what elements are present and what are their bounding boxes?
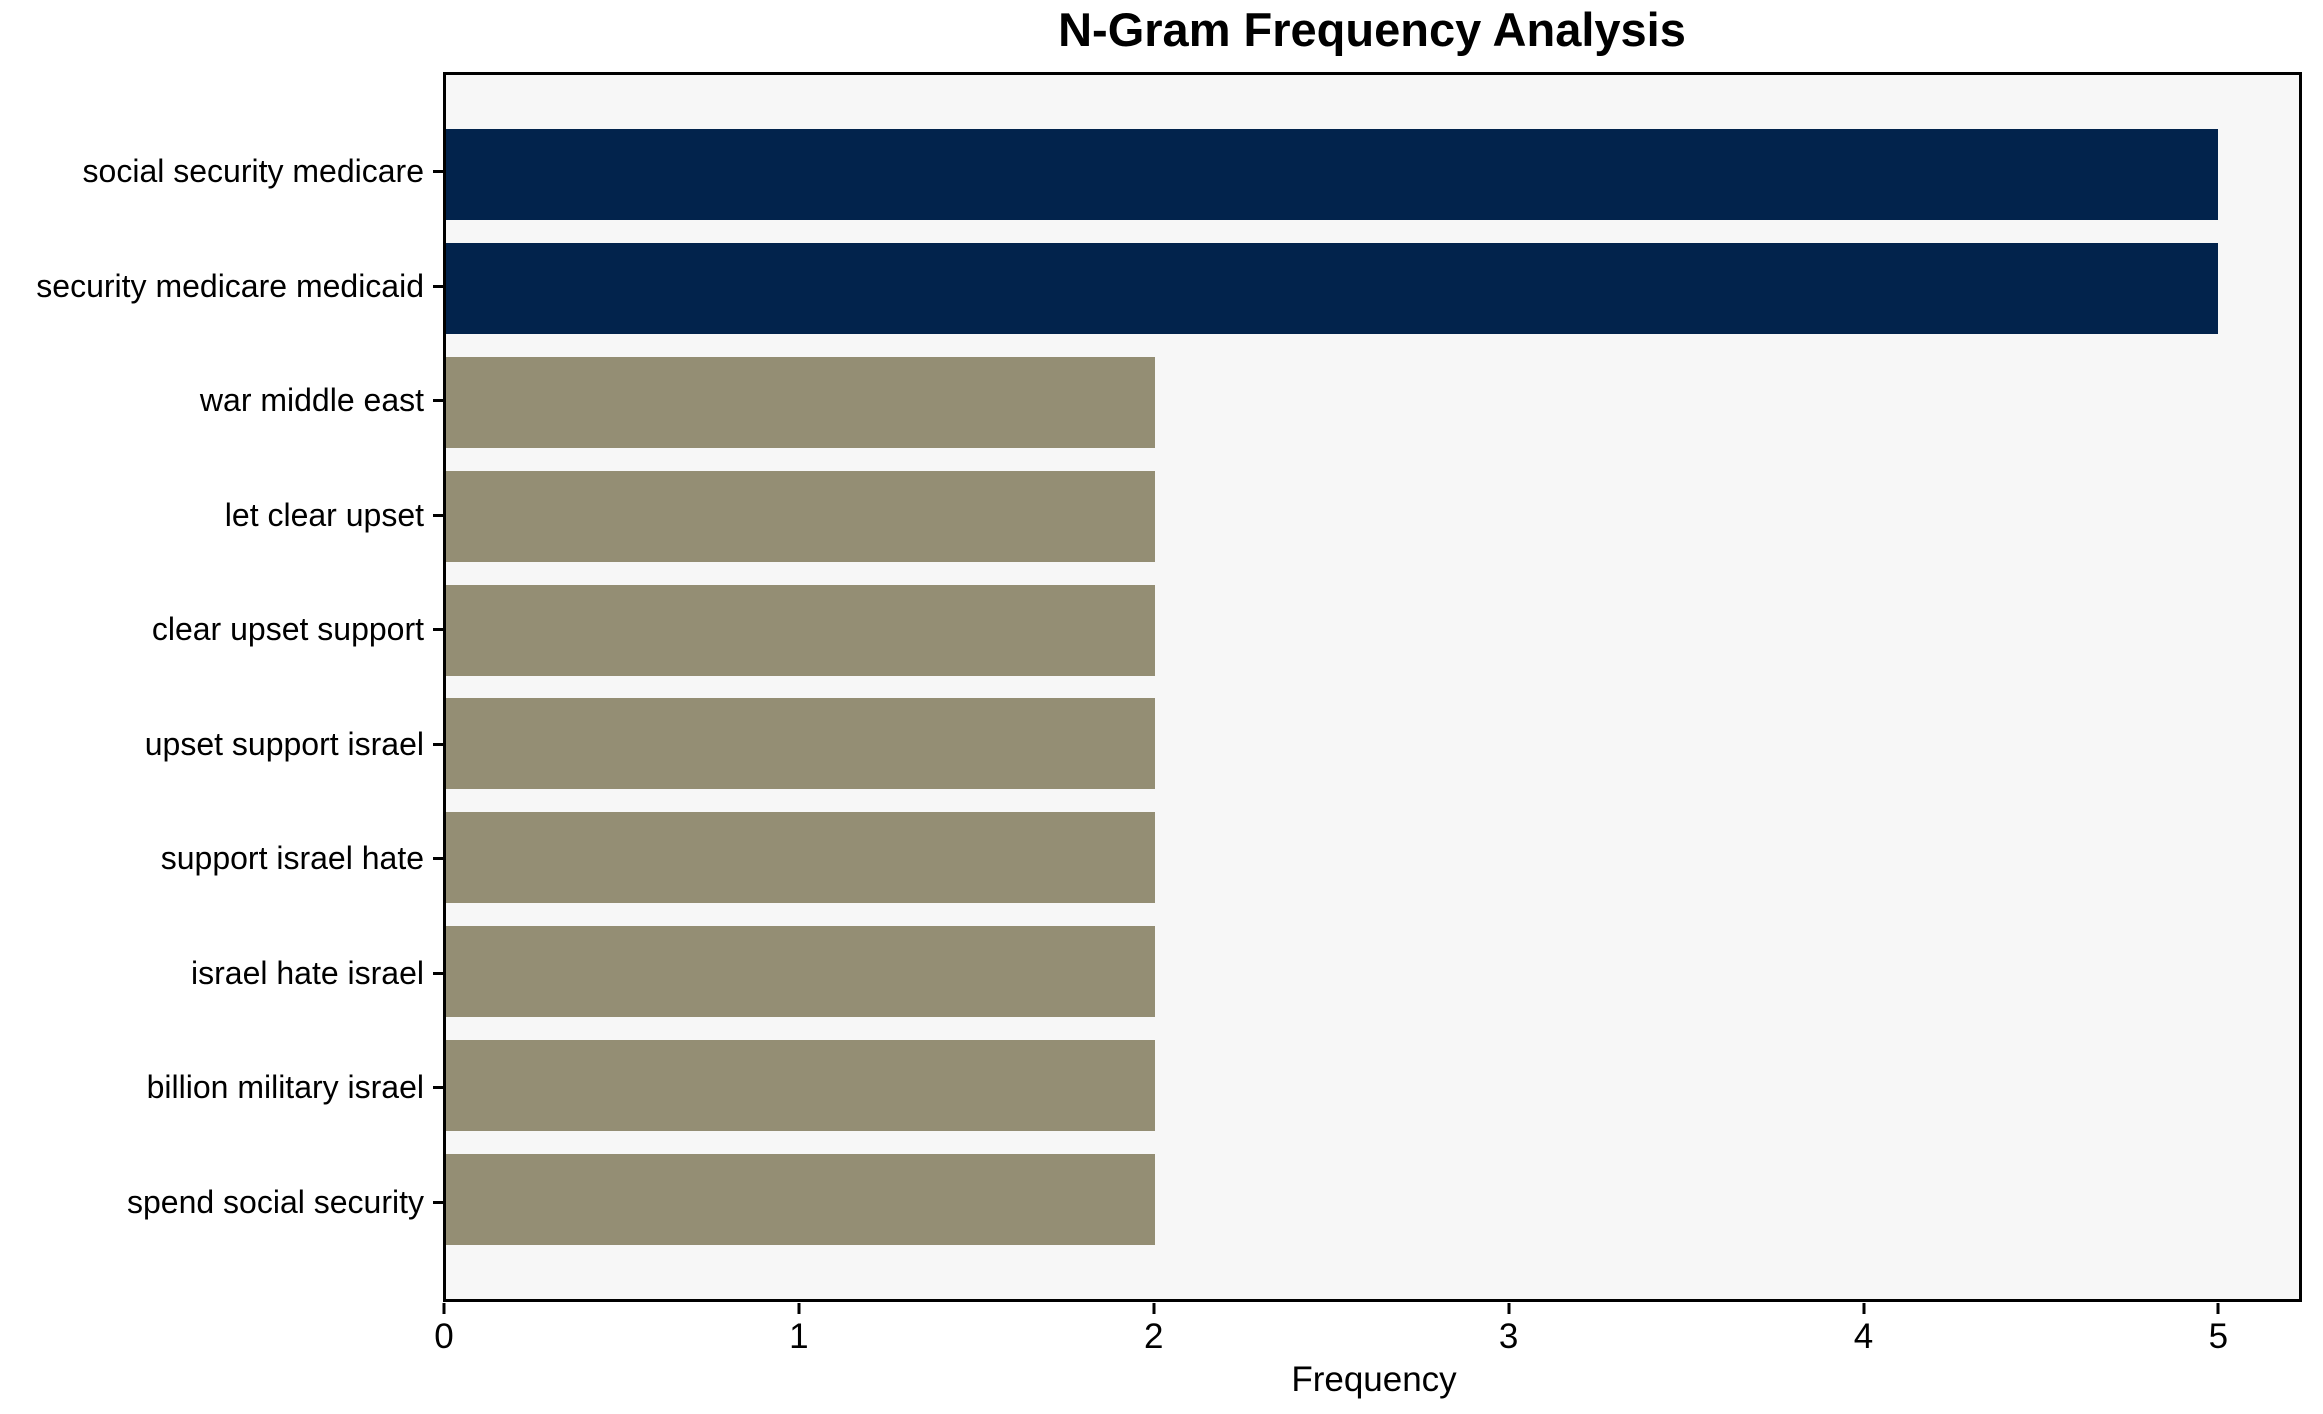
y-tick-row: billion military israel <box>0 1042 443 1133</box>
bar <box>446 698 1155 790</box>
y-tick-row: war middle east <box>0 355 443 446</box>
y-tick-label: security medicare medicaid <box>36 267 424 304</box>
bar <box>446 812 1155 904</box>
bar <box>446 926 1155 1018</box>
y-tick-mark <box>433 399 443 403</box>
y-tick-row: social security medicare <box>0 126 443 217</box>
y-tick-mark <box>433 1200 443 1204</box>
bars-container <box>446 75 2299 1299</box>
y-tick-label: war middle east <box>199 382 424 419</box>
x-tick-mark <box>1507 1303 1511 1314</box>
y-tick-row: spend social security <box>0 1157 443 1248</box>
y-tick-label: upset support israel <box>144 725 424 762</box>
y-tick-row: israel hate israel <box>0 928 443 1019</box>
bar <box>446 1040 1155 1131</box>
y-tick-label: support israel hate <box>160 840 424 877</box>
y-tick-mark <box>433 1086 443 1090</box>
y-tick-mark <box>433 284 443 288</box>
y-tick-mark <box>433 742 443 746</box>
x-tick-label: 1 <box>789 1317 809 1356</box>
x-tick-label: 5 <box>2208 1317 2229 1356</box>
y-tick-mark <box>433 513 443 517</box>
x-axis: 0 1 2 3 4 5 <box>434 1303 2300 1363</box>
bar <box>446 1153 1155 1245</box>
y-tick-label: clear upset support <box>151 611 424 648</box>
bar <box>446 356 1155 448</box>
x-tick-mark <box>2216 1303 2220 1314</box>
x-tick-mark <box>1152 1303 1156 1314</box>
bar-row <box>446 242 2299 334</box>
x-tick-label: 0 <box>434 1317 454 1356</box>
bar <box>446 242 2218 334</box>
y-tick-label: social security medicare <box>82 153 424 189</box>
bar-row <box>446 584 2299 676</box>
y-tick-label: israel hate israel <box>191 954 424 991</box>
y-tick-row: support israel hate <box>0 813 443 904</box>
bar-row <box>446 1153 2299 1245</box>
y-tick-row: clear upset support <box>0 584 443 675</box>
bar-row <box>446 698 2299 790</box>
chart-title: N-Gram Frequency Analysis <box>1058 3 1686 56</box>
bar-row <box>446 129 2299 220</box>
bar <box>446 129 2218 220</box>
bar-row <box>446 926 2299 1018</box>
bar-row <box>446 812 2299 904</box>
x-tick-mark <box>442 1303 446 1314</box>
bar-row <box>446 356 2299 448</box>
x-tick-label: 4 <box>1853 1317 1874 1356</box>
y-tick-row: let clear upset <box>0 470 443 561</box>
y-tick-row: upset support israel <box>0 699 443 790</box>
y-tick-mark <box>433 170 443 173</box>
y-tick-label: spend social security <box>126 1183 424 1220</box>
bar <box>446 470 1155 562</box>
bar <box>446 584 1155 676</box>
y-tick-label: let clear upset <box>224 496 424 533</box>
plot-area <box>443 72 2302 1302</box>
y-tick-label: billion military israel <box>146 1069 424 1106</box>
bar-row <box>446 470 2299 562</box>
bar-row <box>446 1040 2299 1131</box>
y-tick-mark <box>433 628 443 632</box>
y-tick-mark <box>433 971 443 975</box>
x-tick-label: 2 <box>1144 1317 1164 1356</box>
y-tick-mark <box>433 857 443 861</box>
y-tick-row: security medicare medicaid <box>0 241 443 332</box>
y-axis-labels: social security medicare security medicar… <box>0 72 443 1302</box>
x-tick-mark <box>1862 1303 1865 1314</box>
x-axis-label: Frequency <box>1291 1360 1457 1399</box>
x-tick-mark <box>797 1303 801 1314</box>
x-tick-label: 3 <box>1498 1317 1519 1356</box>
